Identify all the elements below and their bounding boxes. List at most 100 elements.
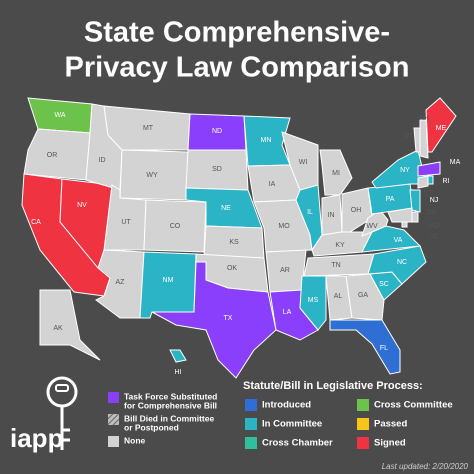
state [419, 119, 429, 159]
state-label: NY [400, 167, 410, 174]
legend-swatch [357, 437, 369, 449]
title-line: State Comprehensive- [84, 17, 390, 49]
legend-label: Introduced [262, 400, 311, 411]
state-label: NJ [430, 197, 439, 204]
legend-swatch [108, 392, 119, 403]
state-label: MA [450, 159, 461, 166]
state-label: WV [366, 223, 378, 230]
key-icon [46, 376, 78, 450]
state-label: UT [121, 219, 131, 226]
state [425, 97, 457, 153]
legend-title: Statute/Bill in Legislative Process: [243, 380, 423, 392]
state-label: TX [224, 315, 233, 322]
legend-label: or Postponed [124, 422, 179, 432]
state [169, 349, 187, 363]
state-label: NH [419, 115, 429, 122]
legend-label: Signed [374, 438, 406, 449]
legend-swatch [108, 436, 119, 447]
state [387, 207, 413, 223]
state [427, 175, 434, 185]
legend-swatch [245, 399, 257, 411]
state-label: VT [405, 133, 415, 140]
state-label: MO [278, 223, 290, 230]
state-label: DC [429, 234, 439, 241]
state-label: CO [170, 223, 181, 230]
state-label: SD [212, 166, 222, 173]
legend-swatch [357, 399, 369, 411]
state-label: TN [331, 262, 340, 269]
legend-label: Bill Died in Committee [124, 413, 214, 423]
state [409, 189, 421, 213]
legend-swatch [245, 437, 257, 449]
state-label: WA [54, 112, 65, 119]
state-label: NV [77, 202, 87, 209]
state-label: MS [308, 297, 319, 304]
state [345, 273, 385, 321]
state-label: DE [427, 210, 437, 217]
state-label: VA [394, 237, 403, 244]
state-label: ND [212, 128, 222, 135]
legend-swatch [108, 414, 119, 425]
state [39, 289, 101, 361]
state [299, 275, 327, 331]
footer: Last updated: 2/20/2020 [382, 462, 469, 471]
state-label: CA [31, 219, 41, 226]
state [103, 105, 191, 151]
state-label: ID [99, 157, 106, 164]
state-label: MN [261, 137, 272, 144]
legend-label: None [124, 435, 146, 445]
legend-label: Passed [374, 419, 407, 430]
state-label: ME [436, 125, 447, 132]
state [417, 175, 429, 189]
state-label: KY [335, 242, 345, 249]
state [411, 211, 419, 223]
logo: iapp [10, 423, 63, 453]
state-label: OR [47, 152, 58, 159]
state-label: MT [143, 125, 154, 132]
state-label: AR [280, 267, 290, 274]
state-label: NM [163, 277, 174, 284]
state-label: OH [351, 207, 362, 214]
state [23, 128, 91, 181]
legend-label: for Comprehensive Bill [124, 400, 217, 410]
state [341, 187, 373, 233]
state-label: WI [299, 159, 308, 166]
state-label: AK [53, 325, 63, 332]
legend-label: Cross Chamber [262, 438, 333, 449]
us-map: WA OR CA NV ID MT WY UT AZ CO NM ND SD NE KS OK TX MN IA MO… [21, 97, 461, 379]
state [139, 251, 197, 319]
state-label: SC [379, 281, 389, 288]
state [329, 319, 401, 375]
state-label: KS [229, 239, 239, 246]
state-label: IN [328, 212, 335, 219]
legend-label: Cross Committee [374, 400, 453, 411]
state-label: MD [429, 223, 440, 230]
state-label: OK [227, 265, 237, 272]
state-label: HI [175, 369, 182, 376]
state-label: IL [307, 209, 313, 216]
state-label: LA [283, 309, 292, 316]
state-label: CT [423, 190, 433, 197]
state-label: RI [443, 178, 450, 185]
legend-swatch [245, 418, 257, 430]
state [361, 225, 422, 253]
state-label: FL [380, 345, 388, 352]
state [311, 231, 373, 257]
state [243, 115, 291, 167]
state-label: IA [269, 181, 276, 188]
state-label: GA [358, 292, 368, 299]
state-label: MI [332, 170, 340, 177]
state-label: NE [221, 205, 231, 212]
state-label: AZ [116, 279, 126, 286]
state-label: NC [397, 259, 407, 266]
legend-label: In Committee [262, 419, 322, 430]
state [417, 161, 441, 177]
title-line: Privacy Law Comparison [65, 52, 410, 84]
legend-swatch [357, 418, 369, 430]
state-label: PA [386, 196, 395, 203]
state [151, 261, 277, 379]
legend-label: Task Force Substituted [124, 391, 217, 401]
state-label: WY [146, 172, 158, 179]
